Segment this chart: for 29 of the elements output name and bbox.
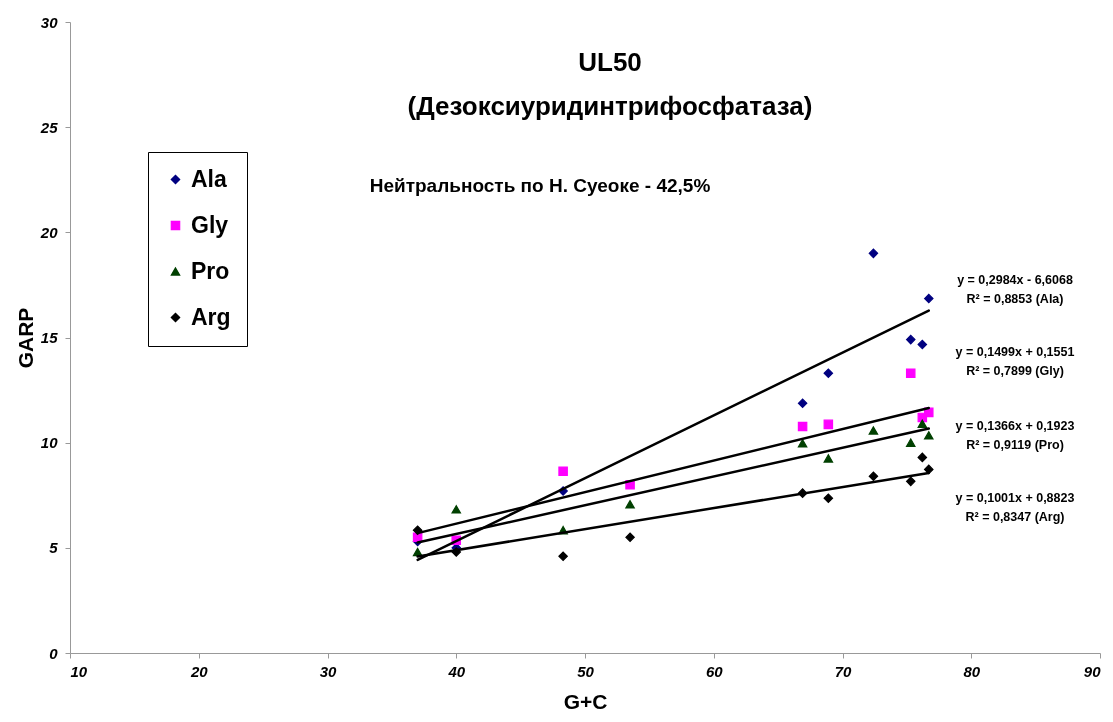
annotation: y = 0,1499x + 0,1551 R² = 0,7899 (Gly) <box>955 345 1075 379</box>
x-tick-label: 30 <box>319 662 337 680</box>
x-tick-label: 20 <box>189 662 209 680</box>
x-tick-label: 60 <box>705 662 724 680</box>
annotation: y = 0,1366x + 0,1923 R² = 0,9119 (Pro) <box>955 419 1075 453</box>
y-axis-title: GARP <box>13 307 37 369</box>
legend-label: Arg <box>191 303 231 330</box>
y-tick-label: 10 <box>40 434 59 452</box>
annotation: Нейтральность по Н. Суеоке - 42,5% <box>369 175 711 196</box>
x-tick-label: 50 <box>577 662 595 680</box>
legend-label: Pro <box>191 257 230 284</box>
x-tick-label: 40 <box>447 662 466 680</box>
x-tick-label: 10 <box>70 662 88 680</box>
text: (Дезоксиуридинтрифосфатаза) <box>407 91 813 121</box>
annotation: y = 0,2984x - 6,6068 R² = 0,8853 (Ala) <box>957 273 1073 307</box>
y-tick-label: 5 <box>49 539 59 557</box>
x-tick-label: 90 <box>1083 662 1102 680</box>
x-axis-title: G+C <box>563 689 608 713</box>
y-tick-label: 20 <box>39 223 59 241</box>
y-tick-label: 15 <box>40 329 59 346</box>
y-tick-label: 0 <box>49 644 59 662</box>
legend-label: Gly <box>191 211 229 238</box>
legend-label: Ala <box>191 165 227 192</box>
x-tick-label: 70 <box>834 662 852 680</box>
annotation: y = 0,1001x + 0,8823 R² = 0,8347 (Arg) <box>955 491 1075 525</box>
text: UL50 <box>578 47 642 77</box>
y-tick-label: 25 <box>39 118 59 136</box>
y-tick-label: 30 <box>40 13 59 31</box>
x-tick-label: 80 <box>963 662 981 680</box>
